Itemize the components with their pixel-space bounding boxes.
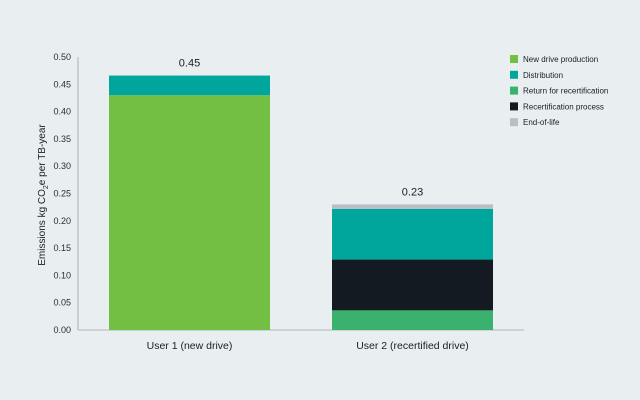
- y-tick-label: 0.00: [53, 325, 71, 335]
- y-tick-label: 0.15: [53, 243, 71, 253]
- legend-item: End-of-life: [510, 118, 560, 127]
- legend-label: New drive production: [523, 55, 598, 64]
- bars: [109, 75, 493, 330]
- y-tick-label: 0.25: [53, 189, 71, 199]
- legend-item: Distribution: [510, 70, 563, 80]
- legend-swatch: [510, 55, 518, 63]
- bar-total-labels: 0.45 0.23: [179, 58, 423, 199]
- y-tick-label: 0.10: [53, 270, 71, 280]
- y-axis-title-part: Emissions kg CO: [37, 189, 48, 266]
- legend-swatch: [510, 118, 518, 127]
- legend-item: Recertification process: [510, 102, 604, 111]
- legend-label: Recertification process: [523, 102, 604, 111]
- category-labels: User 1 (new drive) User 2 (recertified dr…: [147, 340, 469, 352]
- bar-segment-end-of-life: [332, 204, 493, 209]
- bar-total-label: 0.23: [402, 186, 423, 198]
- y-tick-label: 0.45: [53, 79, 71, 89]
- legend-label: Distribution: [523, 71, 563, 80]
- bar-segment-return-for-recertification: [332, 310, 493, 330]
- bar-segment-new-drive-production: [109, 95, 270, 330]
- legend-label: End-of-life: [523, 118, 560, 127]
- y-axis-title-part: e per TB-year: [37, 124, 48, 186]
- y-tick-label: 0.35: [53, 134, 71, 144]
- y-tick-label: 0.05: [53, 298, 71, 308]
- legend-item: New drive production: [510, 55, 598, 64]
- y-axis-title: Emissions kg CO2e per TB-year: [37, 124, 50, 266]
- bar-segment-distribution: [109, 75, 270, 96]
- legend-swatch: [510, 102, 518, 111]
- y-tick-label: 0.50: [53, 52, 71, 62]
- y-tick-labels: 0.00 0.05 0.10 0.15 0.20 0.25 0.30 0.35 0.40 0.45…: [53, 52, 71, 335]
- bar-total-label: 0.45: [179, 58, 200, 70]
- x-category-label: User 1 (new drive): [147, 340, 233, 352]
- y-tick-label: 0.40: [53, 107, 71, 117]
- bar-segment-recertification-process: [332, 259, 493, 311]
- legend-item: Return for recertification: [510, 86, 608, 96]
- y-tick-label: 0.20: [53, 216, 71, 226]
- legend-swatch: [510, 86, 518, 95]
- legend: New drive production Distribution Return f…: [510, 55, 608, 127]
- y-tick-label: 0.30: [53, 161, 71, 171]
- legend-label: Return for recertification: [523, 87, 608, 96]
- legend-swatch: [510, 70, 518, 79]
- x-category-label: User 2 (recertified drive): [356, 340, 469, 352]
- bar-segment-distribution: [332, 208, 493, 260]
- y-axis-title-subscript: 2: [43, 185, 50, 189]
